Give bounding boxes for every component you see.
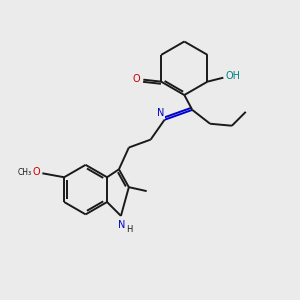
Text: N: N [118, 220, 126, 230]
Text: N: N [157, 108, 164, 118]
Text: CH₃: CH₃ [17, 168, 32, 177]
Text: H: H [126, 225, 132, 234]
Text: O: O [33, 167, 40, 177]
Text: O: O [133, 74, 140, 84]
Text: OH: OH [226, 71, 241, 81]
